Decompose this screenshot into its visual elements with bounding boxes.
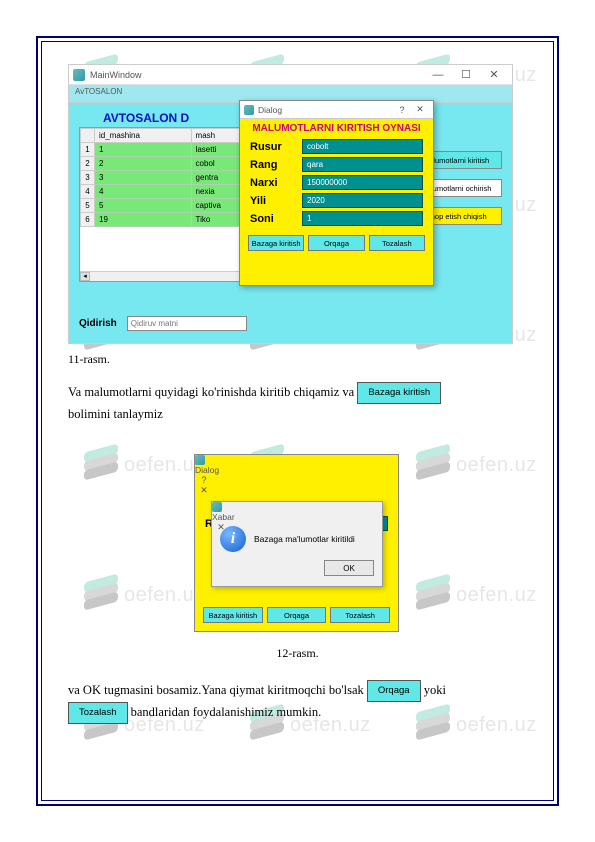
para2-text-c: bandlaridan foydalanishimiz mumkin.: [131, 705, 322, 719]
toolbar-text: AvTOSALON: [75, 87, 122, 96]
form-row: Narxi: [250, 175, 423, 190]
table-row[interactable]: 619Tiko: [81, 213, 258, 227]
xabar-body: i Bazaga ma'lumotlar kiritildi: [212, 518, 382, 560]
maximize-button[interactable]: ☐: [452, 66, 480, 84]
table-header: id_mashina: [95, 129, 192, 143]
dlg1-back-button[interactable]: Orqaga: [308, 235, 364, 251]
form-row: Soni: [250, 211, 423, 226]
paragraph-1: Va malumotlarni quyidagi ko'rinishda kir…: [68, 382, 527, 425]
dialog2-close-icon[interactable]: ✕: [195, 485, 213, 496]
row-header-cell: 2: [81, 157, 95, 171]
form-label: Narxi: [250, 177, 302, 189]
input-dialog-2: Dialog ? ✕ MALUMOTLARNI KIRITISH OYNASI …: [194, 454, 399, 632]
table-row[interactable]: 33gentra: [81, 171, 258, 185]
main-window-title: MainWindow: [90, 70, 424, 80]
dlg1-clear-button[interactable]: Tozalash: [369, 235, 425, 251]
dialog1-form: Rusur Rang Narxi Yili Soni: [240, 139, 433, 226]
form-label: Yili: [250, 195, 302, 207]
para1-text-b: bolimini tanlaymiz: [68, 407, 163, 421]
form-input[interactable]: [302, 139, 423, 154]
search-label: Qidirish: [79, 318, 117, 329]
xabar-titlebar: Xabar ✕: [212, 502, 382, 518]
page-content: MainWindow — ☐ ✕ AvTOSALON AVTOSALON D i…: [50, 50, 545, 792]
help-icon[interactable]: ?: [393, 105, 411, 115]
row-header-cell: 1: [81, 143, 95, 157]
search-input[interactable]: [127, 316, 247, 331]
xabar-icon: [212, 502, 222, 512]
form-row: Yili: [250, 193, 423, 208]
xabar-ok-button[interactable]: OK: [324, 560, 374, 576]
table-row[interactable]: 11lasetti: [81, 143, 258, 157]
para2-text-a: va OK tugmasini bosamiz.Yana qiymat kiri…: [68, 683, 364, 697]
table-row[interactable]: 44nexia: [81, 185, 258, 199]
dlg2-back-button[interactable]: Orqaga: [267, 607, 327, 623]
form-label: Rang: [250, 159, 302, 171]
data-table: id_mashinamash 11lasetti22cobol33gentra4…: [80, 128, 258, 227]
dialog1-heading: MALUMOTLARNI KIRITISH OYNASI: [240, 119, 433, 136]
form-input[interactable]: [302, 157, 423, 172]
dialog1-close-icon[interactable]: ✕: [411, 104, 429, 115]
dialog2-buttons: Bazaga kiritish Orqaga Tozalash: [195, 601, 398, 631]
table-cell: 2: [95, 157, 192, 171]
dialog2-icon: [195, 455, 205, 465]
dialog2-title: Dialog: [195, 465, 398, 475]
dialog1-title: Dialog: [258, 105, 393, 115]
info-icon: i: [220, 526, 246, 552]
dlg1-submit-button[interactable]: Bazaga kiritish: [248, 235, 304, 251]
scroll-track[interactable]: [90, 272, 248, 281]
form-label: Rusur: [250, 141, 302, 153]
dlg2-submit-button[interactable]: Bazaga kiritish: [203, 607, 263, 623]
scroll-left-icon[interactable]: ◂: [80, 272, 90, 281]
row-header-cell: 4: [81, 185, 95, 199]
row-header-cell: 6: [81, 213, 95, 227]
caption-11: 11-rasm.: [68, 352, 110, 367]
row-header-cell: 3: [81, 171, 95, 185]
form-label: Soni: [250, 213, 302, 225]
data-table-wrap: id_mashinamash 11lasetti22cobol33gentra4…: [79, 127, 259, 282]
para1-text-a: Va malumotlarni quyidagi ko'rinishda kir…: [68, 385, 354, 399]
input-dialog-1: Dialog ? ✕ MALUMOTLARNI KIRITISH OYNASI …: [239, 100, 434, 286]
dialog2-help-icon[interactable]: ?: [195, 475, 213, 485]
inline-bazaga-button[interactable]: Bazaga kiritish: [357, 382, 441, 404]
inline-orqaga-button[interactable]: Orqaga: [367, 680, 421, 702]
para2-text-b: yoki: [424, 683, 446, 697]
dialog2-titlebar: Dialog ? ✕: [195, 455, 398, 496]
caption-12: 12-rasm.: [50, 646, 545, 661]
table-cell: 1: [95, 143, 192, 157]
dialog1-titlebar: Dialog ? ✕: [240, 101, 433, 119]
dialog-icon: [244, 105, 254, 115]
dlg2-clear-button[interactable]: Tozalash: [330, 607, 390, 623]
table-cell: 4: [95, 185, 192, 199]
row-header-cell: 5: [81, 199, 95, 213]
paragraph-2: va OK tugmasini bosamiz.Yana qiymat kiri…: [68, 680, 527, 724]
close-button[interactable]: ✕: [480, 66, 508, 84]
form-row: Rusur: [250, 139, 423, 154]
form-input[interactable]: [302, 175, 423, 190]
xabar-ok-row: OK: [212, 560, 382, 582]
table-header: [81, 129, 95, 143]
table-row[interactable]: 55captiva: [81, 199, 258, 213]
search-row: Qidirish: [79, 316, 247, 331]
main-titlebar: MainWindow — ☐ ✕: [69, 65, 512, 85]
form-input[interactable]: [302, 193, 423, 208]
horizontal-scrollbar[interactable]: ◂ ▸: [80, 271, 258, 281]
main-window: MainWindow — ☐ ✕ AvTOSALON AVTOSALON D i…: [68, 64, 513, 344]
table-cell: 5: [95, 199, 192, 213]
table-cell: 19: [95, 213, 192, 227]
minimize-button[interactable]: —: [424, 66, 452, 84]
dialog2-wrap: Dialog ? ✕ MALUMOTLARNI KIRITISH OYNASI …: [194, 454, 399, 632]
app-icon: [73, 69, 85, 81]
inline-tozalash-button[interactable]: Tozalash: [68, 702, 128, 724]
table-cell: 3: [95, 171, 192, 185]
dialog1-buttons: Bazaga kiritish Orqaga Tozalash: [240, 229, 433, 259]
form-input[interactable]: [302, 211, 423, 226]
form-row: Rang: [250, 157, 423, 172]
message-box: Xabar ✕ i Bazaga ma'lumotlar kiritildi O…: [211, 501, 383, 587]
xabar-message: Bazaga ma'lumotlar kiritildi: [254, 534, 355, 544]
table-row[interactable]: 22cobol: [81, 157, 258, 171]
